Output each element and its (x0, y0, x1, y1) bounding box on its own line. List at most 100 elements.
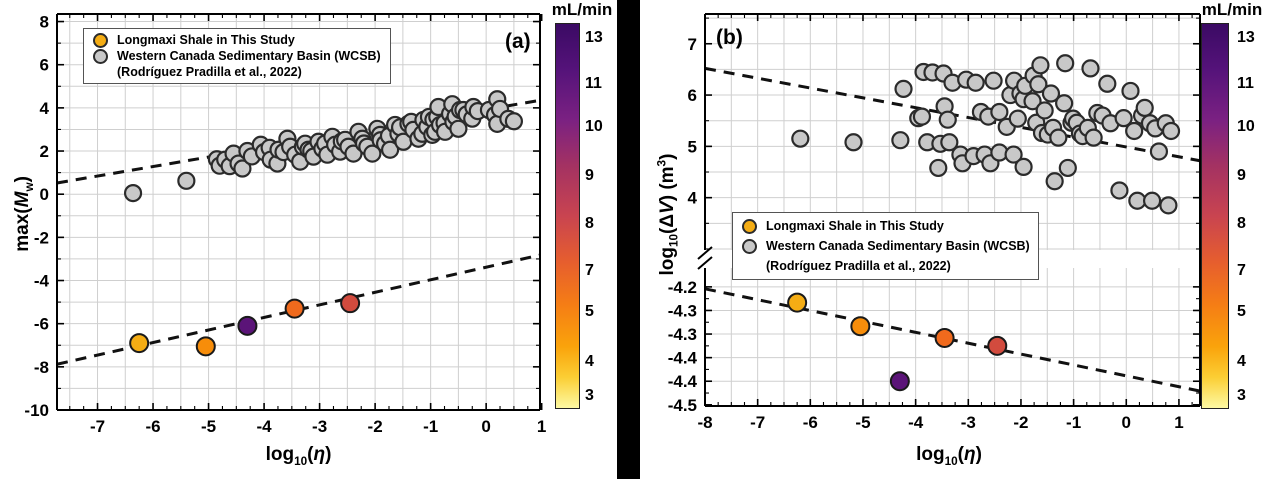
y-axis-tick-label: 7 (688, 35, 697, 54)
colorbar-tick-label: 5 (1237, 302, 1246, 320)
longmaxi-point (850, 316, 871, 337)
colorbar-gradient (555, 23, 580, 409)
y-axis-tick-label: -4.2 (668, 278, 697, 297)
legend-label-wcsb: Western Canada Sedimentary Basin (WCSB) (117, 48, 381, 63)
wcsb-point (1142, 191, 1162, 210)
legend-row-wcsb: Western Canada Sedimentary Basin (WCSB) (93, 48, 381, 64)
x-axis-tick-label: -5 (201, 417, 216, 436)
panel-a: -7 -6 -5 -4 -3 -2 -1 0 1 8 6 4 2 0 -2 -4 -6 -8 -10 Longmax… (0, 0, 617, 479)
ylabel-b-superscript: 3 (655, 159, 669, 167)
xlabel-a-subscript: 10 (294, 454, 308, 468)
wcsb-point (1098, 74, 1117, 93)
ylabel-b-units: ) (m (656, 166, 678, 202)
y-axis-tick-label: -2 (34, 228, 49, 247)
y-axis-tick-label: -10 (24, 401, 49, 420)
panel-divider (617, 0, 640, 479)
x-axis-tick-label: 0 (481, 417, 490, 436)
colorbar-tick-label: 3 (585, 387, 594, 405)
panel-a-y-axis-title: max(Mw) (12, 114, 36, 314)
colorbar-tick-label: 8 (585, 214, 594, 232)
panel-a-tag: (a) (505, 30, 531, 53)
y-axis-tick-label: 0 (40, 185, 49, 204)
wcsb-point (1004, 145, 1023, 164)
x-axis-tick-label: -4 (908, 413, 924, 432)
x-axis-tick-label: -7 (750, 413, 765, 432)
wcsb-point (1135, 98, 1154, 117)
wcsb-point (1128, 191, 1147, 210)
longmaxi-point (237, 315, 258, 336)
y-axis-tick-label: -4.4 (668, 349, 698, 368)
ylabel-a-close: ) (12, 176, 34, 183)
wcsb-point (940, 133, 959, 152)
y-axis-tick-label: -6 (34, 315, 49, 334)
wcsb-point (791, 129, 810, 148)
panel-a-colorbar-title: mL/min (551, 0, 613, 19)
colorbar-tick-label: 13 (1237, 29, 1255, 47)
wcsb-point (1031, 56, 1050, 75)
ylabel-b-italic: V (656, 201, 678, 214)
wcsb-point (1035, 101, 1054, 120)
xlabel-a-eta: η (313, 444, 326, 465)
legend-label-longmaxi: Longmaxi Shale in This Study (117, 32, 295, 47)
panel-b-colorbar-title: mL/min (1201, 0, 1263, 19)
ylabel-a-subscript: w (22, 182, 36, 192)
wcsb-point (1041, 84, 1061, 103)
panel-b-tag: (b) (716, 26, 743, 49)
x-axis-tick-label: -3 (312, 417, 327, 436)
wcsb-legend-marker (93, 48, 108, 64)
legend-label-wcsb: Western Canada Sedimentary Basin (WCSB) (766, 238, 1030, 253)
wcsb-point (1049, 128, 1068, 147)
colorbar-tick-label: 7 (1237, 261, 1246, 279)
x-axis-tick-label: -1 (423, 417, 438, 436)
wcsb-point (1161, 121, 1181, 141)
x-axis-tick-label: -8 (697, 413, 712, 432)
colorbar-tick-label: 10 (1237, 117, 1255, 135)
ylabel-b-text: log (656, 247, 678, 276)
legend-row-longmaxi: Longmaxi Shale in This Study (93, 32, 381, 48)
wcsb-point (891, 131, 910, 150)
wcsb-point (1056, 54, 1075, 73)
wcsb-point (123, 184, 143, 203)
wcsb-point (1008, 109, 1027, 128)
x-axis-tick-label: -6 (145, 417, 160, 436)
longmaxi-point (987, 335, 1008, 356)
y-axis-tick-label: 4 (40, 99, 50, 118)
x-axis-tick-label: -2 (368, 417, 383, 436)
wcsb-point (449, 119, 468, 138)
longmaxi-point (889, 371, 910, 392)
y-axis-tick-label: -8 (34, 358, 49, 377)
longmaxi-point (129, 333, 150, 354)
y-axis-tick-label: -4.3 (668, 325, 697, 344)
wcsb-point (938, 110, 957, 129)
wcsb-point (1023, 92, 1042, 111)
panel-b-legend: Longmaxi Shale in This Study Western Can… (732, 212, 1039, 280)
wcsb-point (1110, 181, 1129, 200)
wcsb-point (844, 133, 863, 152)
longmaxi-point (340, 293, 361, 314)
colorbar-tick-label: 9 (1237, 166, 1246, 184)
x-axis-tick-label: -4 (257, 417, 273, 436)
legend-row-citation: (Rodríguez Pradilla et al., 2022) (93, 64, 381, 80)
xlabel-b-text: log (916, 444, 945, 465)
xlabel-b-subscript: 10 (944, 454, 958, 468)
colorbar-tick-label: 7 (585, 261, 594, 279)
wcsb-point (894, 79, 913, 99)
longmaxi-legend-marker (742, 218, 757, 234)
xlabel-b-close: ) (975, 444, 982, 465)
axis-break-mark (697, 256, 713, 270)
longmaxi-point (284, 298, 305, 319)
y-axis-tick-label: -4.3 (668, 301, 697, 320)
y-axis-tick-label: 5 (688, 137, 697, 156)
panel-a-x-axis-title: log10(η) (0, 444, 607, 468)
colorbar-gradient (1201, 23, 1229, 409)
wcsb-point (1084, 128, 1103, 147)
colorbar-tick-label: 4 (1237, 352, 1246, 370)
wcsb-point (504, 112, 524, 131)
xlabel-b-eta: η (963, 444, 976, 465)
axis-break-mark (697, 246, 713, 260)
longmaxi-point (934, 327, 955, 348)
x-axis-tick-label: -5 (855, 413, 870, 432)
wcsb-point (1159, 196, 1178, 215)
x-axis-tick-label: -7 (90, 417, 105, 436)
